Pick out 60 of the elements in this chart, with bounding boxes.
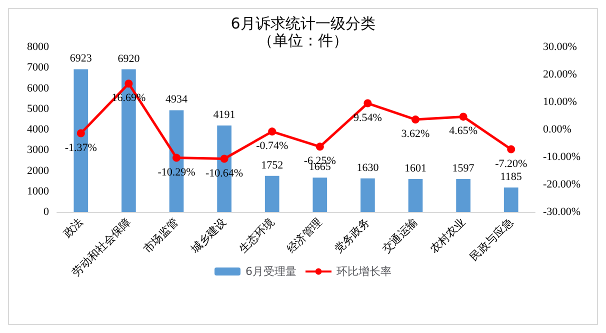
y2-tick-label: -30.00% [543, 206, 581, 218]
data-label: 1601 [404, 162, 426, 174]
y2-tick-label: 0.00% [543, 124, 572, 136]
data-label: 3.62% [401, 128, 430, 140]
point [220, 154, 228, 163]
data-label: 4.65% [449, 125, 478, 138]
bar [312, 178, 328, 212]
point [268, 128, 276, 136]
y2-tick-label: -20.00% [543, 178, 581, 190]
point [172, 154, 180, 162]
data-label: 6920 [118, 52, 140, 65]
y2-tick-label: -10.00% [543, 151, 581, 163]
x-tick-label: 市场监管 [140, 215, 182, 256]
y-tick-label: 0 [44, 206, 50, 218]
legend-label: 环比增长率 [336, 265, 392, 278]
y-tick-label: 4000 [27, 124, 50, 136]
data-label: 1630 [356, 162, 380, 174]
data-label: 1185 [500, 171, 522, 184]
chart-title: 6月诉求统计一级分类 [230, 14, 376, 32]
bar [408, 178, 423, 212]
y-tick-label: 7000 [27, 62, 50, 74]
bar [456, 179, 470, 212]
y2-tick-label: 10.00% [543, 96, 577, 108]
data-label: 1752 [261, 159, 284, 172]
data-label: 4191 [213, 109, 236, 122]
x-tick-label: 经济管理 [284, 215, 324, 256]
y-tick-label: 1000 [27, 185, 50, 198]
y2-tick-label: 30.00% [543, 41, 577, 53]
data-label: -0.74% [256, 140, 288, 152]
y-tick-label: 8000 [27, 41, 50, 53]
bar [360, 178, 375, 212]
x-tick-label: 农村农业 [428, 215, 468, 256]
data-label: 6923 [70, 52, 92, 65]
data-label: 9.54% [353, 112, 382, 124]
x-tick-label: 交通运输 [380, 215, 420, 256]
point [124, 80, 133, 88]
point [76, 129, 85, 138]
bar [504, 188, 518, 212]
y-tick-label: 5000 [27, 102, 50, 115]
data-label: 16.69% [112, 92, 146, 104]
y-tick-label: 3000 [27, 144, 50, 156]
point [316, 142, 324, 151]
point [412, 116, 420, 124]
y-tick-label: 2000 [27, 164, 50, 177]
chart-subtitle: （单位：件） [258, 32, 348, 50]
legend-label: 6月受理量 [246, 265, 296, 278]
x-tick-label: 城乡建设 [188, 215, 229, 256]
point [507, 145, 516, 154]
x-tick-label: 政法 [60, 215, 86, 240]
bar [264, 176, 280, 212]
y-tick-label: 6000 [27, 82, 50, 94]
point [459, 112, 468, 121]
data-label: 1597 [452, 162, 475, 175]
data-label: 4934 [166, 94, 188, 106]
data-label: -7.20% [495, 158, 528, 170]
x-tick-label: 民政与应急 [468, 215, 516, 264]
x-tick-label: 生态环境 [236, 215, 277, 256]
point [364, 99, 372, 108]
y2-tick-label: 20.00% [543, 68, 577, 80]
x-tick-label: 党务政务 [332, 215, 372, 256]
